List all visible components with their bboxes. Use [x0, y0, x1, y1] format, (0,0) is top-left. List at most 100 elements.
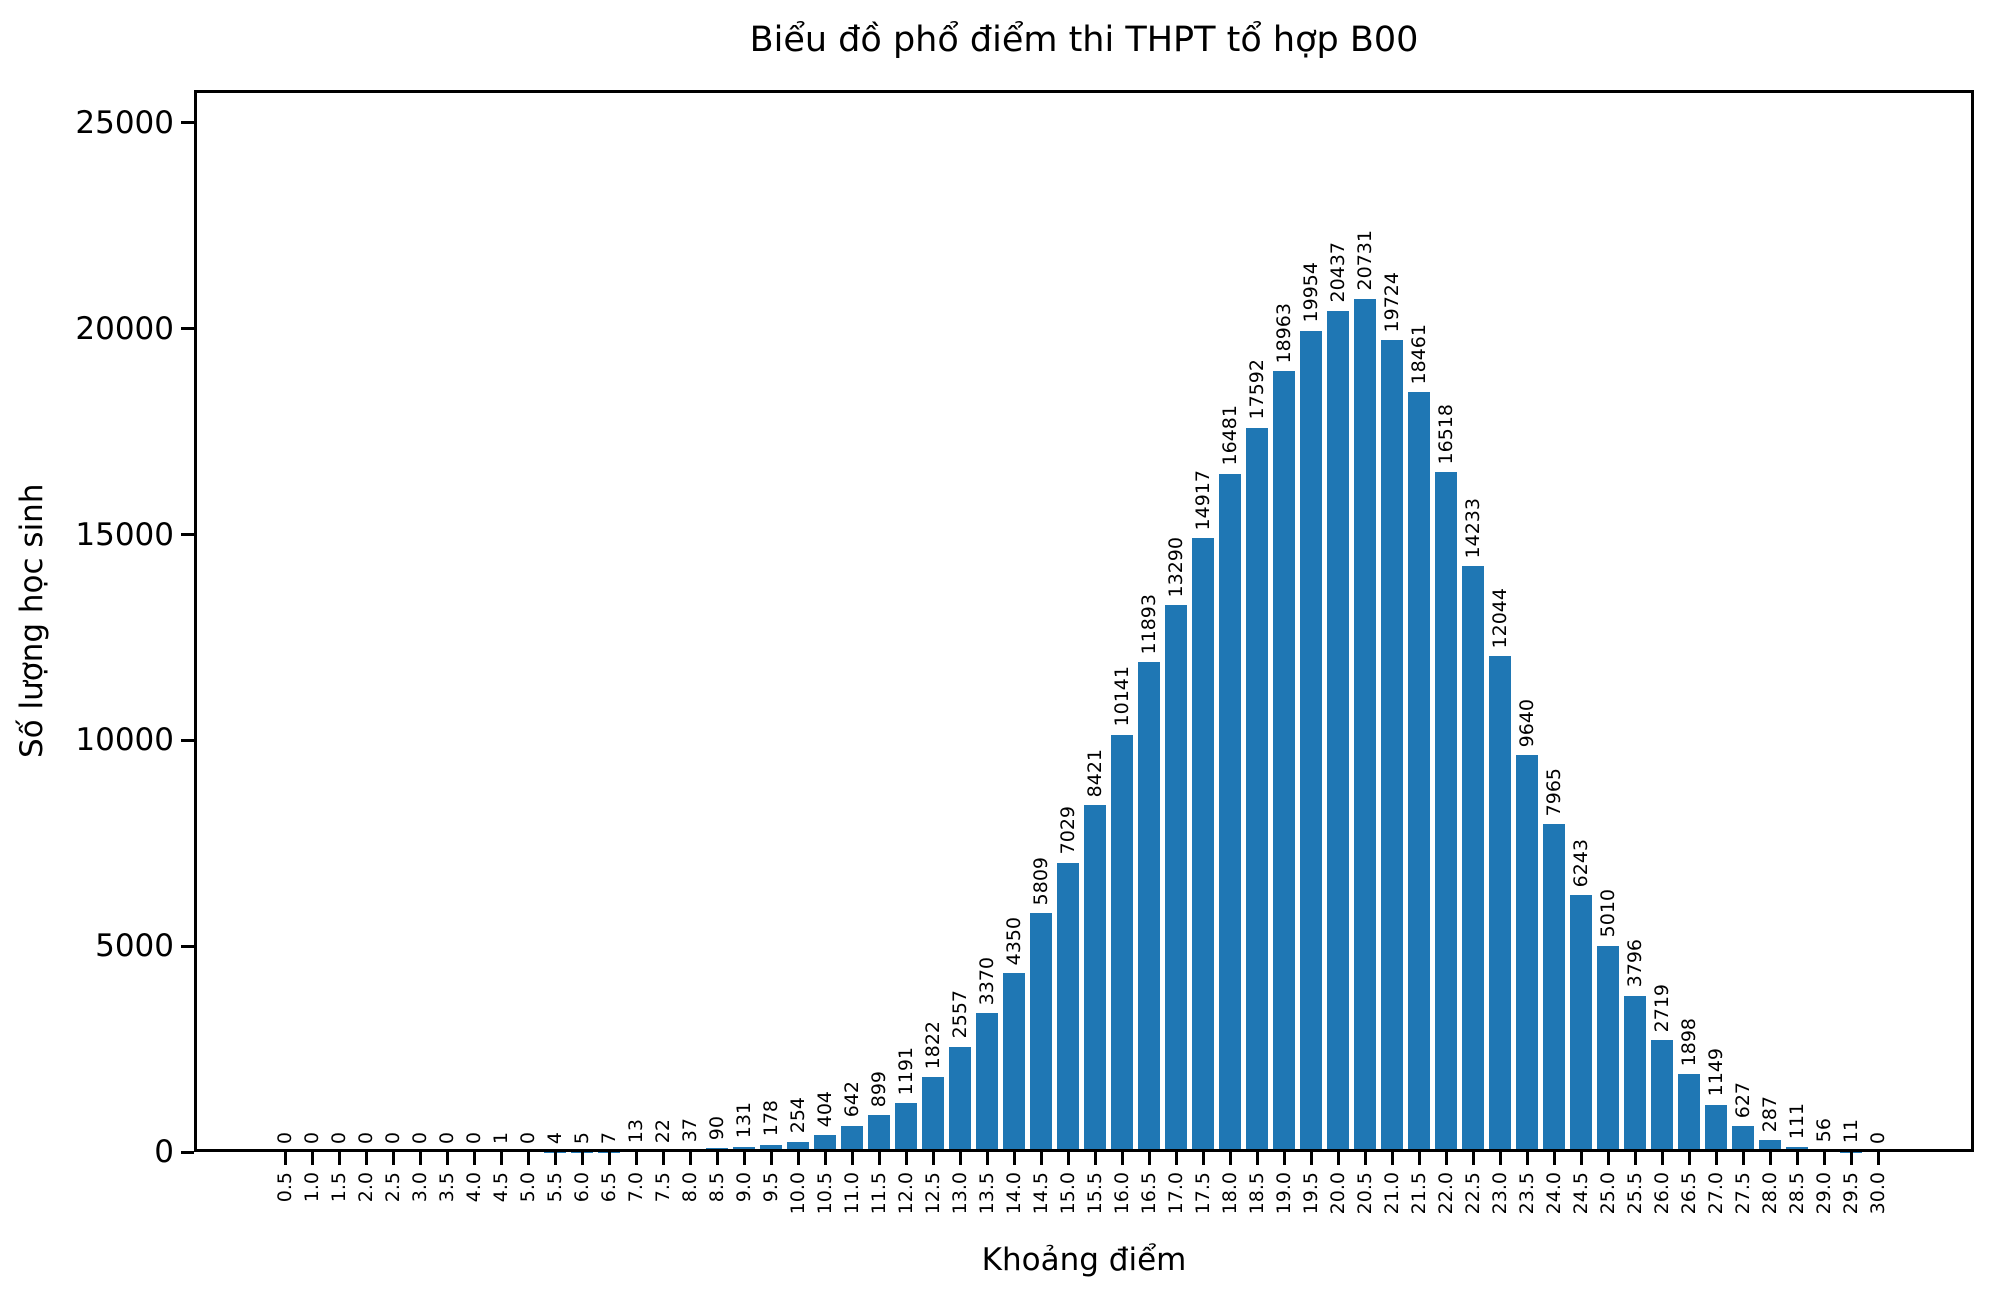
x-tick: [715, 1152, 719, 1165]
x-tick-label: 15.0: [1057, 1172, 1079, 1215]
x-tick: [1201, 1152, 1205, 1165]
bar-value-label: 18461: [1408, 323, 1430, 385]
x-tick-label: 22.0: [1435, 1172, 1457, 1215]
x-tick: [1822, 1152, 1826, 1165]
bar-value-label: 3796: [1624, 939, 1646, 988]
x-tick: [607, 1152, 611, 1165]
x-tick-label: 13.0: [949, 1172, 971, 1215]
x-tick-label: 11.5: [868, 1172, 890, 1215]
x-tick-label: 8.0: [679, 1172, 701, 1203]
y-tick: [181, 121, 194, 125]
bar-value-label: 627: [1732, 1081, 1754, 1119]
bar: [1462, 566, 1484, 1152]
x-tick: [1066, 1152, 1070, 1165]
y-tick-label: 20000: [75, 310, 174, 347]
x-axis-label: Khoảng điểm: [981, 1242, 1187, 1278]
x-tick-label: 28.0: [1759, 1172, 1781, 1215]
bar-value-label: 6243: [1570, 838, 1592, 888]
bar: [787, 1141, 809, 1152]
bar: [1408, 392, 1430, 1152]
bar: [1543, 824, 1565, 1152]
x-tick-label: 5.0: [517, 1172, 539, 1203]
x-tick: [1417, 1152, 1421, 1165]
x-tick: [1444, 1152, 1448, 1165]
bar-value-label: 13290: [1165, 536, 1187, 597]
bar-value-label: 131: [733, 1102, 755, 1139]
x-tick-label: 19.5: [1300, 1172, 1322, 1215]
x-tick: [1336, 1152, 1340, 1165]
x-tick-label: 16.0: [1111, 1172, 1133, 1215]
bar-value-label: 1822: [922, 1020, 944, 1070]
x-tick-label: 21.5: [1408, 1172, 1430, 1215]
bar-value-label: 1: [490, 1131, 512, 1144]
x-tick-label: 5.5: [544, 1172, 566, 1203]
bar-value-label: 22: [652, 1118, 674, 1144]
bar-value-label: 0: [517, 1131, 539, 1144]
y-tick: [181, 944, 194, 948]
bar-value-label: 56: [1813, 1117, 1835, 1142]
x-tick-label: 6.5: [598, 1172, 620, 1203]
bar: [1219, 473, 1241, 1152]
bar: [1111, 734, 1133, 1152]
x-tick: [688, 1152, 692, 1165]
x-tick: [931, 1152, 935, 1165]
bar: [949, 1046, 971, 1152]
bar: [1138, 662, 1160, 1152]
bar-value-label: 3370: [976, 956, 998, 1006]
bar-value-label: 13: [625, 1119, 647, 1144]
x-tick-label: 15.5: [1084, 1172, 1106, 1215]
y-tick: [181, 533, 194, 537]
bar: [1057, 862, 1079, 1152]
bar-value-label: 16481: [1219, 405, 1241, 466]
x-tick: [1525, 1152, 1529, 1165]
x-tick-label: 2.0: [355, 1172, 377, 1203]
x-tick-label: 1.0: [301, 1172, 323, 1203]
x-tick: [1606, 1152, 1610, 1165]
x-tick-label: 12.5: [922, 1172, 944, 1215]
bar: [1570, 895, 1592, 1152]
bar-value-label: 254: [787, 1097, 809, 1134]
x-tick: [1876, 1152, 1880, 1165]
x-tick: [1552, 1152, 1556, 1165]
x-tick-label: 3.5: [436, 1172, 458, 1203]
x-tick: [472, 1152, 476, 1165]
x-tick: [661, 1152, 665, 1165]
bar-value-label: 14233: [1462, 497, 1484, 559]
x-tick-label: 24.5: [1570, 1172, 1592, 1215]
x-tick: [850, 1152, 854, 1165]
bar: [868, 1114, 890, 1152]
x-tick-label: 13.5: [976, 1172, 998, 1215]
x-tick-label: 4.0: [463, 1172, 485, 1203]
bar: [1732, 1126, 1754, 1152]
x-tick-label: 19.0: [1273, 1172, 1295, 1215]
bar-value-label: 0: [328, 1131, 350, 1144]
x-tick-label: 18.0: [1219, 1172, 1241, 1215]
x-tick-label: 2.5: [382, 1172, 404, 1203]
x-tick: [985, 1152, 989, 1165]
bar: [1273, 371, 1295, 1152]
x-tick-label: 23.5: [1516, 1172, 1538, 1215]
bar-value-label: 90: [706, 1116, 728, 1141]
bar-value-label: 5: [571, 1131, 593, 1144]
bar-value-label: 642: [841, 1081, 863, 1118]
bar-value-label: 17592: [1246, 359, 1268, 420]
bar: [1084, 805, 1106, 1152]
x-tick-label: 27.5: [1732, 1172, 1754, 1215]
x-tick: [364, 1152, 368, 1165]
bar-value-label: 20731: [1354, 230, 1376, 291]
x-tick: [1579, 1152, 1583, 1165]
bar-value-label: 16518: [1435, 403, 1457, 465]
x-tick: [1795, 1152, 1799, 1165]
x-tick-label: 20.5: [1354, 1172, 1376, 1215]
bar-value-label: 11: [1840, 1119, 1862, 1144]
bar-value-label: 37: [679, 1118, 701, 1143]
x-tick: [634, 1152, 638, 1165]
x-tick-label: 9.0: [733, 1172, 755, 1203]
x-tick: [1282, 1152, 1286, 1165]
y-tick: [181, 1150, 194, 1154]
bar-value-label: 0: [301, 1131, 323, 1144]
y-tick-label: 25000: [75, 104, 174, 141]
bar-value-label: 0: [274, 1131, 296, 1144]
x-tick: [283, 1152, 287, 1165]
x-tick: [1120, 1152, 1124, 1165]
